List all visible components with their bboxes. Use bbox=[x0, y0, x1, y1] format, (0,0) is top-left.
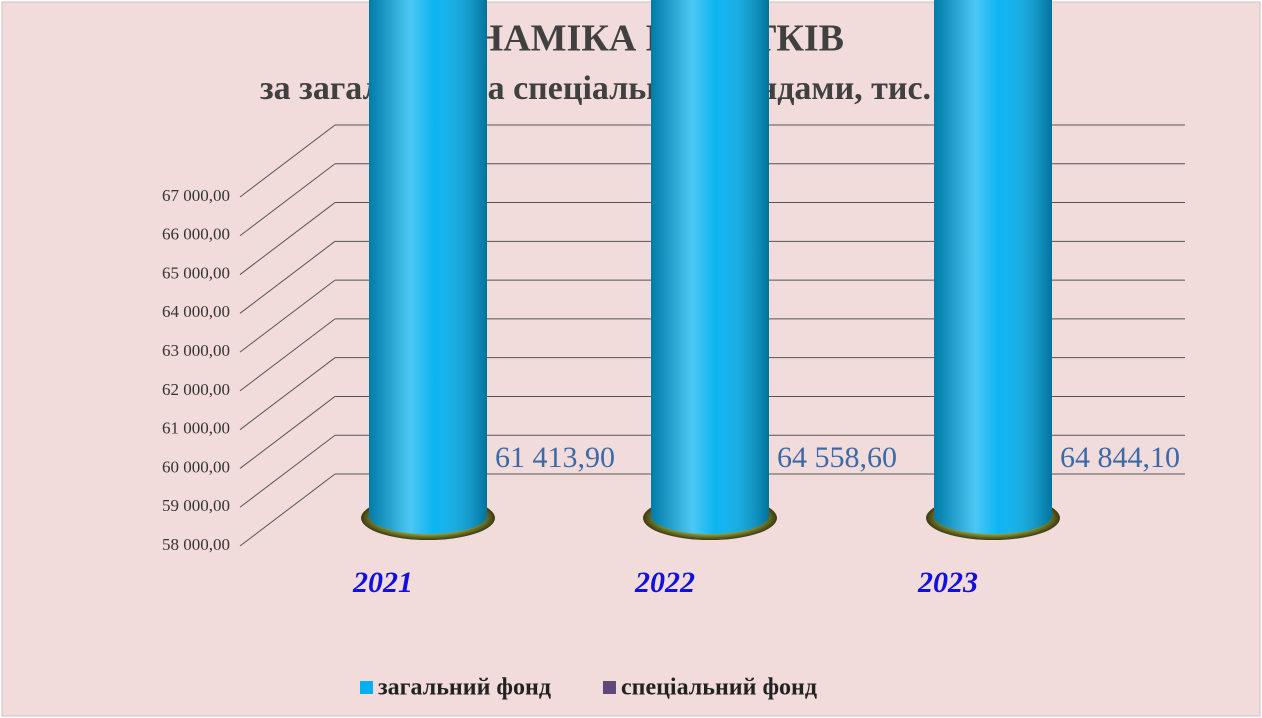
y-tick-label: 62 000,00 bbox=[162, 380, 230, 399]
grid-line bbox=[239, 396, 336, 469]
y-tick-label: 66 000,00 bbox=[162, 225, 230, 244]
grid-line bbox=[239, 434, 336, 508]
value-label: 64 558,60 bbox=[777, 441, 897, 474]
y-tick-label: 67 000,00 bbox=[162, 186, 230, 205]
grid-line bbox=[239, 240, 336, 314]
y-tick-label: 64 000,00 bbox=[162, 302, 230, 321]
chart-title: ДИНАМІКА ВИДАТКІВ bbox=[418, 18, 844, 60]
grid-line bbox=[239, 318, 336, 392]
value-label: 64 844,10 bbox=[1060, 441, 1180, 474]
bar-shine bbox=[934, 0, 1052, 534]
legend-swatch bbox=[602, 681, 616, 694]
legend-label: спеціальний фонд bbox=[621, 675, 817, 701]
y-tick-label: 58 000,00 bbox=[162, 535, 230, 554]
bar-shine bbox=[369, 0, 487, 534]
value-label: 61 413,90 bbox=[495, 441, 615, 474]
y-tick-label: 59 000,00 bbox=[162, 496, 230, 515]
grid-line bbox=[239, 124, 336, 198]
y-tick-label: 61 000,00 bbox=[162, 419, 230, 438]
y-tick-label: 65 000,00 bbox=[162, 263, 230, 282]
grid-line bbox=[239, 279, 336, 353]
grid-line bbox=[239, 357, 336, 431]
y-tick-label: 60 000,00 bbox=[162, 457, 230, 476]
grid-line bbox=[239, 163, 336, 237]
bar-shine bbox=[651, 0, 769, 534]
legend-swatch bbox=[360, 681, 373, 694]
legend-label: загальний фонд bbox=[378, 675, 551, 701]
y-tick-label: 63 000,00 bbox=[162, 341, 230, 360]
grid-line bbox=[239, 202, 336, 275]
x-tick-label: 2023 bbox=[917, 566, 978, 599]
grid-line bbox=[239, 473, 336, 547]
x-tick-label: 2021 bbox=[352, 566, 413, 599]
x-tick-label: 2022 bbox=[634, 566, 695, 599]
